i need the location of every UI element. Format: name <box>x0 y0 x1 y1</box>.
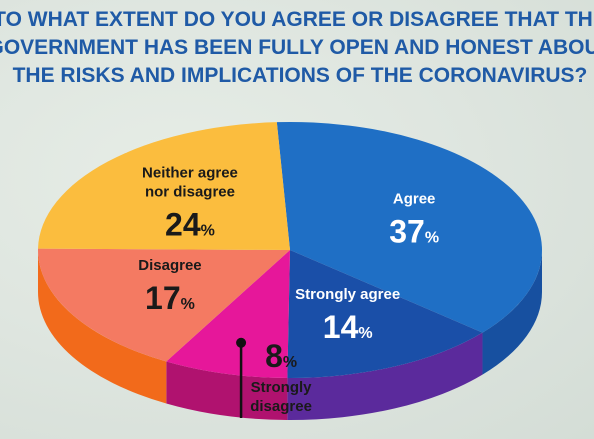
pie-side-strongly-disagree <box>166 361 288 420</box>
slice-name: Agree <box>393 191 436 208</box>
title-line-2: GOVERNMENT HAS BEEN FULLY OPEN AND HONES… <box>0 36 594 59</box>
slice-value: 14% <box>323 309 373 345</box>
slice-name: disagree <box>250 398 312 415</box>
slice-label-strongly-agree: Strongly agree 14% <box>295 286 400 345</box>
slice-name: Neither agree <box>142 164 238 181</box>
slice-name: Strongly <box>251 379 312 396</box>
slice-name: Strongly agree <box>295 286 400 303</box>
pie-top <box>38 122 543 378</box>
pie-side-agree <box>482 250 542 375</box>
slice-name: nor disagree <box>145 183 235 200</box>
title-line-1: TO WHAT EXTENT DO YOU AGREE OR DISAGREE … <box>0 8 594 31</box>
slice-name: Disagree <box>138 257 201 274</box>
pie-slice-agree <box>276 122 543 333</box>
pie-slice-disagree <box>38 248 291 362</box>
chart-title: TO WHAT EXTENT DO YOU AGREE OR DISAGREE … <box>0 8 594 87</box>
pie-slice-strongly-agree <box>287 250 483 378</box>
pie-side-disagree <box>38 250 167 404</box>
pie-sides <box>38 250 542 420</box>
pie-side-strongly-agree <box>287 332 483 420</box>
pie-slice-neither-agree-nor-disagree <box>38 122 290 250</box>
pie-slice-strongly-disagree <box>166 250 290 378</box>
title-line-3: THE RISKS AND IMPLICATIONS OF THE CORONA… <box>13 64 588 87</box>
